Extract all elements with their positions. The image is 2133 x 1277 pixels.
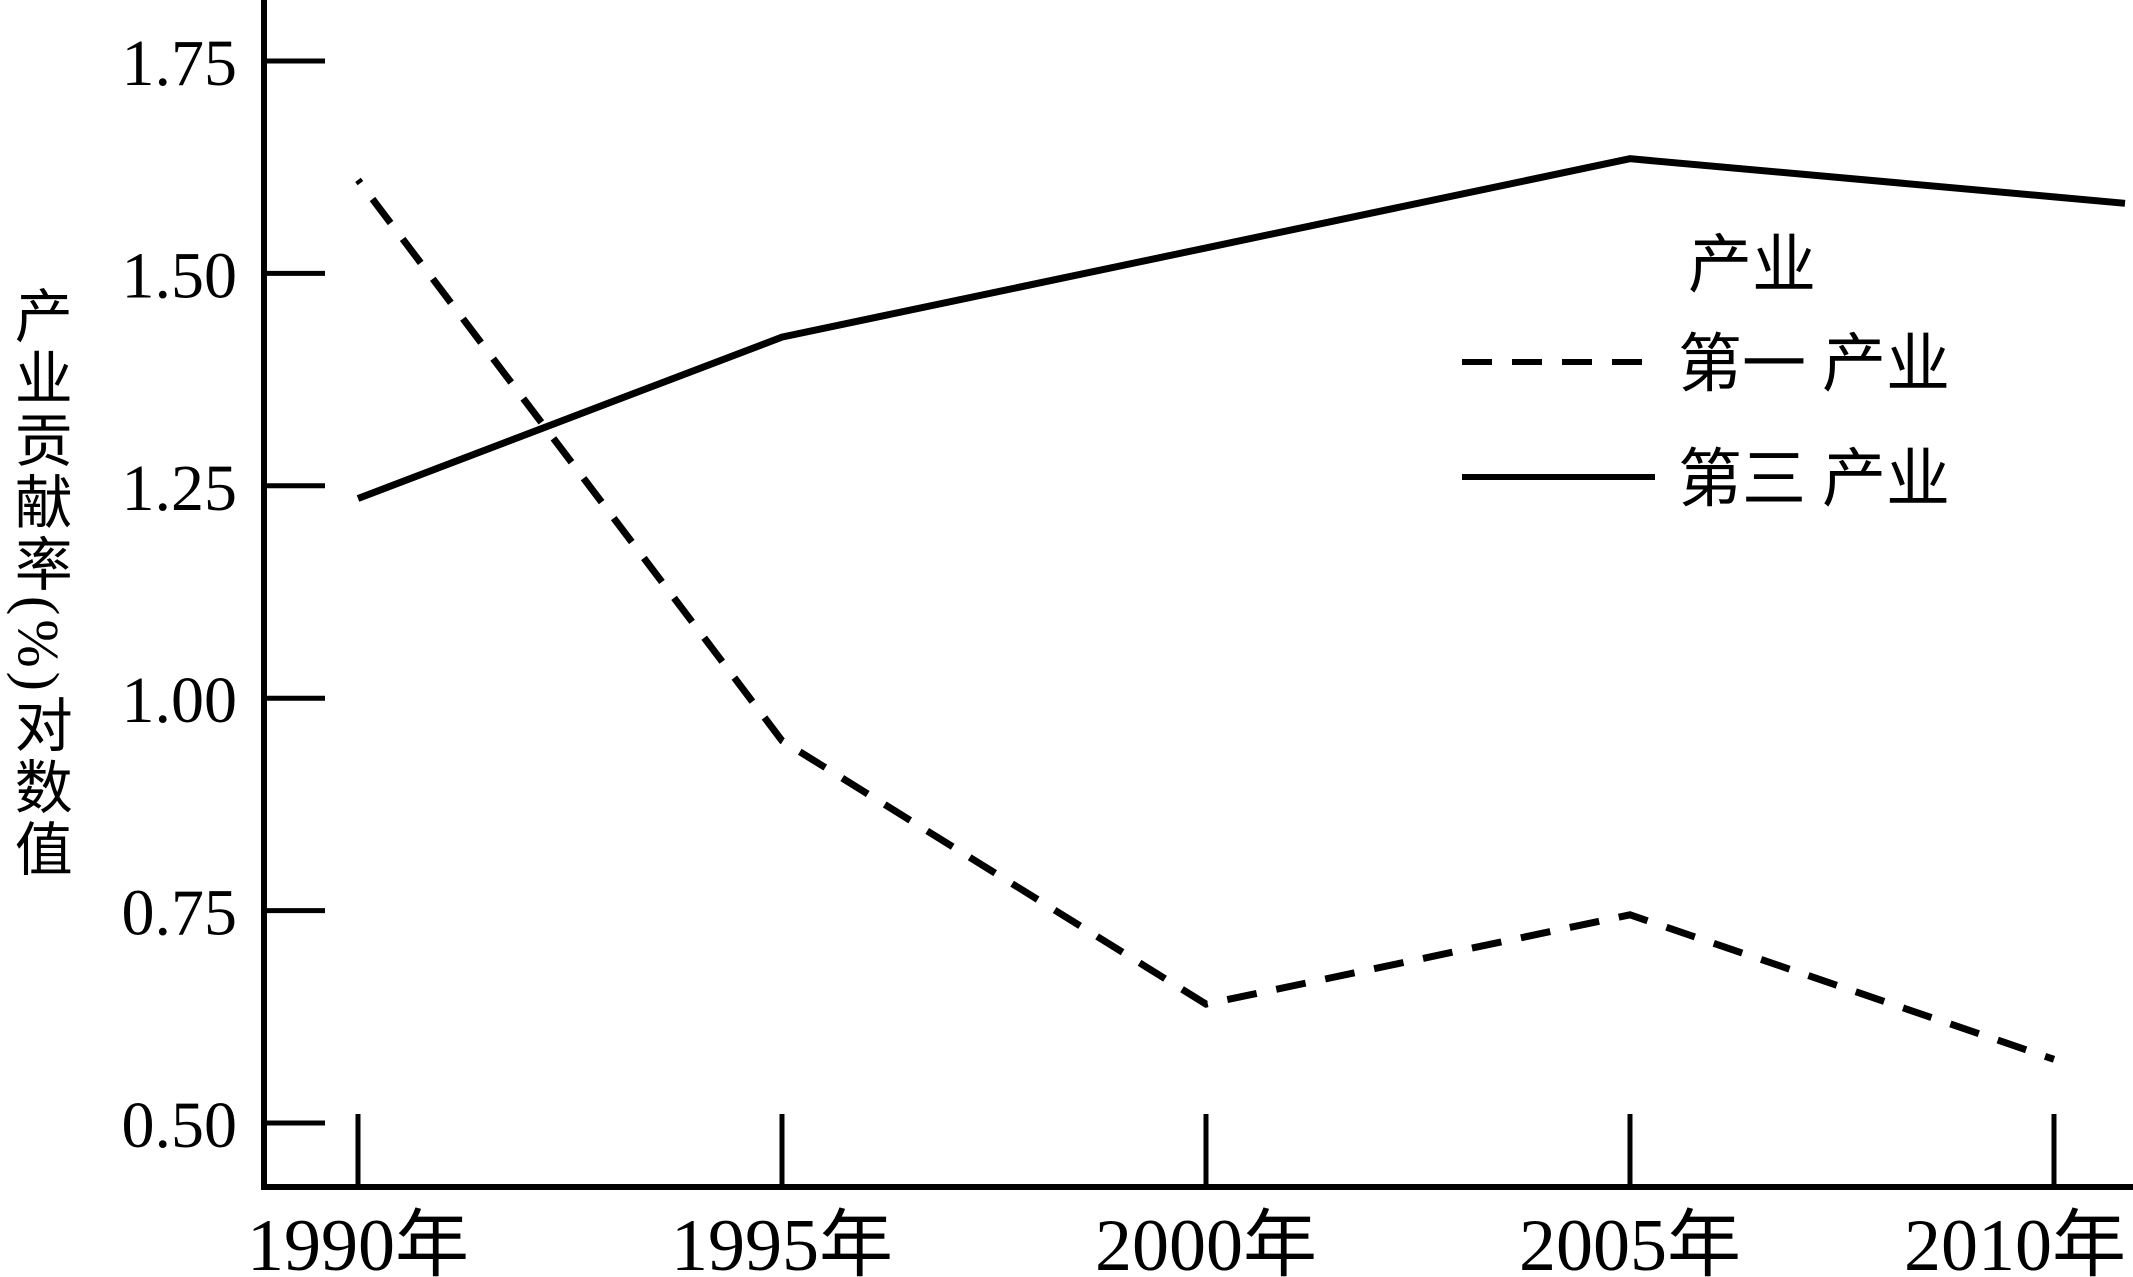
y-tick-label: 1.25 <box>122 452 238 525</box>
series-line-dashed <box>355 177 2056 1063</box>
x-tick-label: 2005年 <box>1519 1205 1741 1277</box>
series-line-solid <box>356 155 2126 502</box>
y-tick-label: 0.75 <box>122 877 238 950</box>
x-tick-label: 1995年 <box>671 1205 893 1277</box>
y-tick-label: 1.50 <box>122 239 238 312</box>
x-tick-label: 2010年 <box>1904 1205 2126 1277</box>
x-tick-label: 1990年 <box>247 1205 469 1277</box>
legend-title: 产业 <box>1688 230 1816 301</box>
y-axis-title: 产业贡献率(%)对数值 <box>5 286 71 881</box>
y-tick-label: 1.00 <box>122 664 238 737</box>
legend-item-label: 第一 产业 <box>1678 329 1950 400</box>
y-tick-label: 0.50 <box>122 1089 238 1162</box>
x-tick-label: 2000年 <box>1095 1205 1317 1277</box>
y-tick-label: 1.75 <box>122 27 238 100</box>
legend-item-label: 第三 产业 <box>1678 444 1950 515</box>
